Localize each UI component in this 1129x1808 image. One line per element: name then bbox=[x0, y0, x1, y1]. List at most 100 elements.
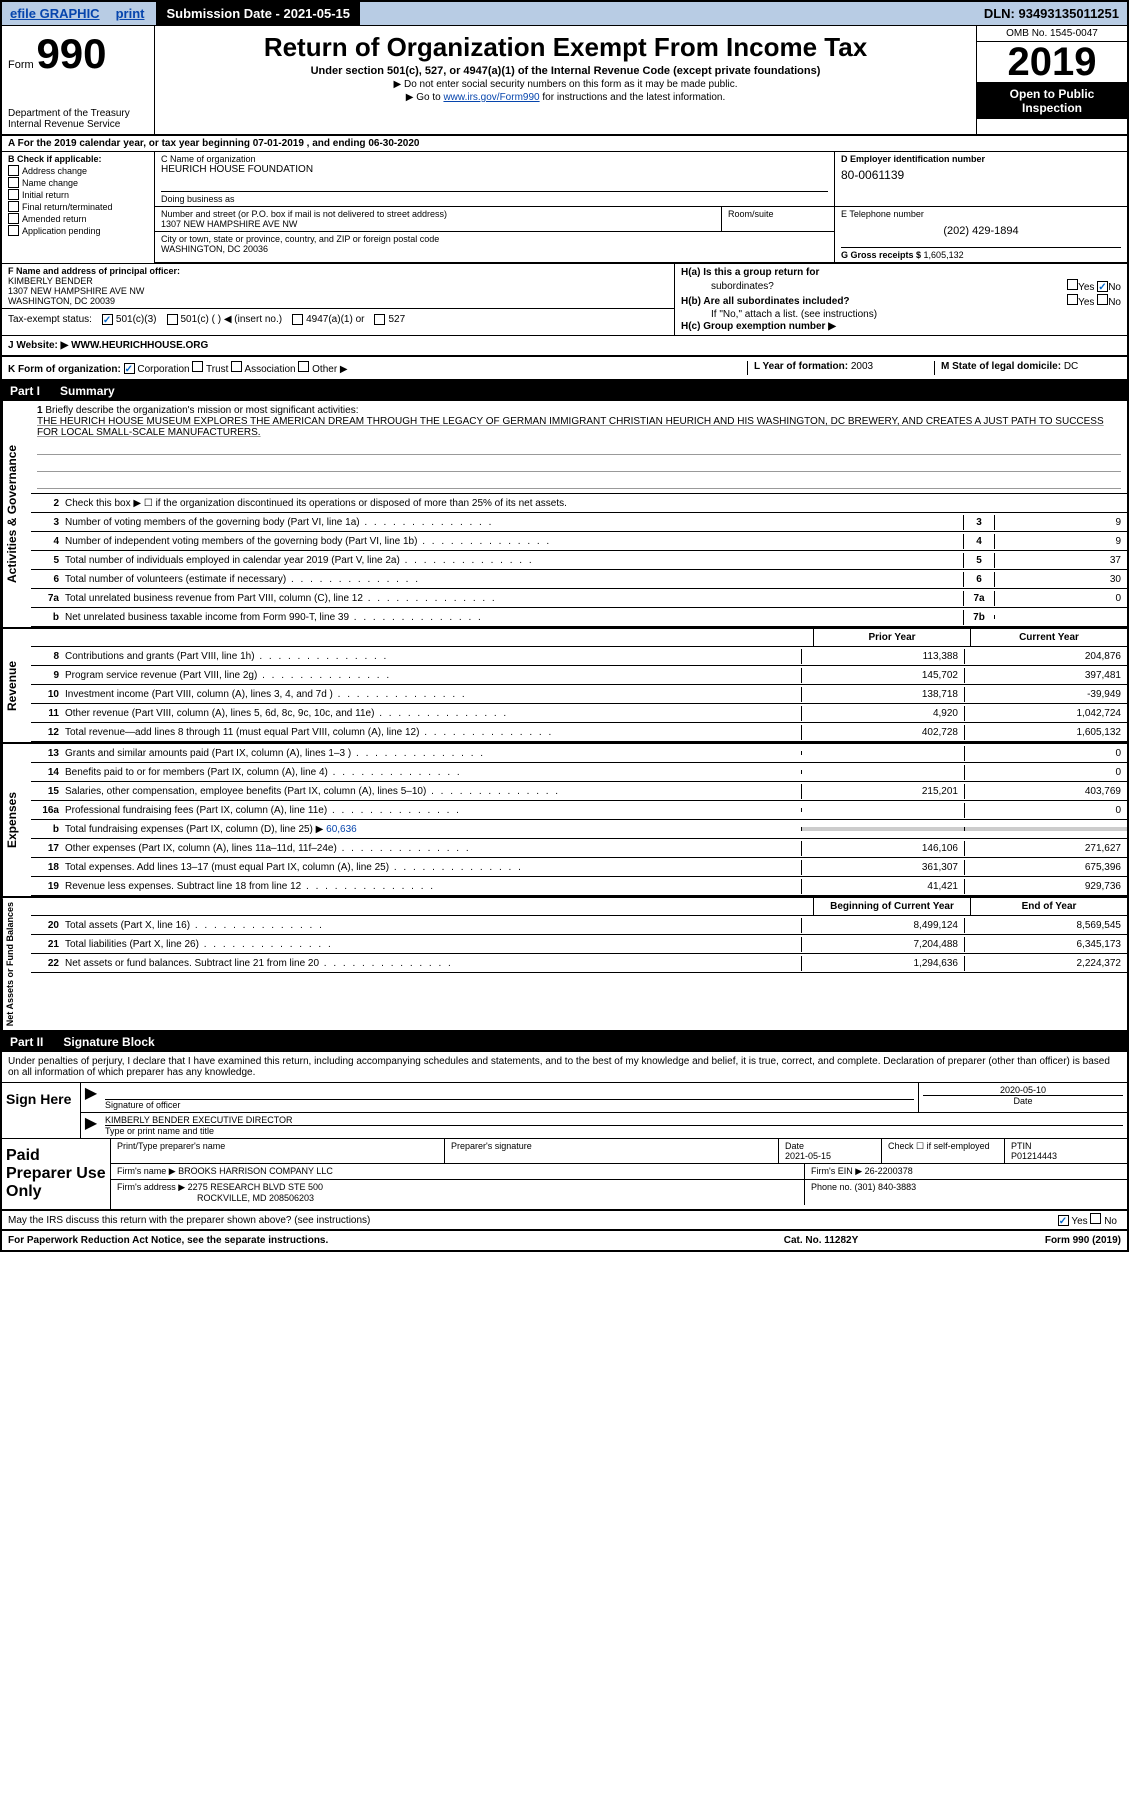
city-label: City or town, state or province, country… bbox=[161, 234, 828, 244]
line-b-label: Total fundraising expenses (Part IX, col… bbox=[65, 822, 801, 837]
dba-label: Doing business as bbox=[161, 191, 828, 204]
checkbox-application-pending[interactable]: Application pending bbox=[8, 225, 148, 236]
receipts-label: G Gross receipts $ bbox=[841, 250, 924, 260]
header-center: Return of Organization Exempt From Incom… bbox=[155, 26, 976, 134]
fin-num: 18 bbox=[31, 862, 65, 873]
prior-year-header: Prior Year bbox=[814, 629, 971, 646]
checkbox-other[interactable] bbox=[298, 361, 309, 372]
line-num: 3 bbox=[31, 517, 65, 528]
note2-post: for instructions and the latest informat… bbox=[542, 92, 725, 103]
checkbox-corporation[interactable] bbox=[124, 363, 135, 374]
hb-note: If "No," attach a list. (see instruction… bbox=[711, 309, 1121, 320]
preparer-label: Paid Preparer Use Only bbox=[2, 1139, 111, 1209]
prep-ptin: PTIN P01214443 bbox=[1005, 1139, 1127, 1163]
fin-row: 17 Other expenses (Part IX, column (A), … bbox=[31, 839, 1127, 858]
street-label: Number and street (or P.O. box if mail i… bbox=[161, 209, 715, 219]
line-b-shaded1 bbox=[801, 827, 964, 831]
checkbox-trust[interactable] bbox=[192, 361, 203, 372]
phone-cell: E Telephone number (202) 429-1894 G Gros… bbox=[835, 207, 1127, 262]
hb-label: H(b) Are all subordinates included? bbox=[681, 296, 850, 307]
line-value bbox=[994, 615, 1127, 619]
checkbox-association[interactable] bbox=[231, 361, 242, 372]
line-label: Number of independent voting members of … bbox=[65, 534, 963, 549]
line-value: 30 bbox=[994, 572, 1127, 587]
officer-city: WASHINGTON, DC 20039 bbox=[8, 296, 668, 306]
firm-ein-cell: Firm's EIN ▶ 26-2200378 bbox=[805, 1164, 1127, 1179]
form-label: Form bbox=[8, 59, 34, 71]
firm-phone-cell: Phone no. (301) 840-3883 bbox=[805, 1180, 1127, 1205]
form-org-l: L Year of formation: 2003 bbox=[747, 361, 934, 375]
discuss-row: May the IRS discuss this return with the… bbox=[2, 1211, 1127, 1231]
sig-name-title-label: Type or print name and title bbox=[105, 1125, 1123, 1136]
checkbox-amended[interactable]: Amended return bbox=[8, 213, 148, 224]
line-row: 7a Total unrelated business revenue from… bbox=[31, 589, 1127, 608]
open-public-label: Open to Public Inspection bbox=[977, 83, 1127, 119]
fin-num: 10 bbox=[31, 689, 65, 700]
checkbox-final-return[interactable]: Final return/terminated bbox=[8, 201, 148, 212]
sig-officer-label: Signature of officer bbox=[105, 1099, 914, 1110]
fin-num: 17 bbox=[31, 843, 65, 854]
header: Form 990 Department of the Treasury Inte… bbox=[2, 26, 1127, 136]
fin-row: 13 Grants and similar amounts paid (Part… bbox=[31, 744, 1127, 763]
line-value: 0 bbox=[994, 591, 1127, 606]
checkbox-discuss-no[interactable] bbox=[1090, 1213, 1101, 1224]
street-cell: Number and street (or P.O. box if mail i… bbox=[155, 207, 722, 231]
checkbox-initial-return[interactable]: Initial return bbox=[8, 189, 148, 200]
checkbox-501c[interactable]: 501(c) ( ) ◀ (insert no.) bbox=[167, 314, 283, 325]
officer-cell: F Name and address of principal officer:… bbox=[2, 264, 675, 335]
fin-label: Net assets or fund balances. Subtract li… bbox=[65, 956, 801, 971]
print-link[interactable]: print bbox=[108, 2, 153, 25]
fin-num: 19 bbox=[31, 881, 65, 892]
line-box: 6 bbox=[963, 572, 994, 587]
firm-addr2: ROCKVILLE, MD 208506203 bbox=[197, 1193, 314, 1203]
fin-curr: 0 bbox=[964, 803, 1127, 818]
line-b-val: 60,636 bbox=[326, 824, 357, 835]
fin-curr: -39,949 bbox=[964, 687, 1127, 702]
part2-title: Signature Block bbox=[63, 1035, 154, 1049]
line-row: 6 Total number of volunteers (estimate i… bbox=[31, 570, 1127, 589]
checkbox-discuss-yes[interactable] bbox=[1058, 1215, 1069, 1226]
header-left: Form 990 Department of the Treasury Inte… bbox=[2, 26, 155, 134]
blank-line1 bbox=[37, 440, 1121, 455]
irs-link[interactable]: www.irs.gov/Form990 bbox=[443, 92, 539, 103]
firm-name-cell: Firm's name ▶ BROOKS HARRISON COMPANY LL… bbox=[111, 1164, 805, 1179]
phone-label: E Telephone number bbox=[841, 209, 1121, 219]
fin-row: 8 Contributions and grants (Part VIII, l… bbox=[31, 647, 1127, 666]
efile-link[interactable]: efile GRAPHIC bbox=[2, 2, 108, 25]
checkbox-name-change[interactable]: Name change bbox=[8, 177, 148, 188]
fin-prior: 41,421 bbox=[801, 879, 964, 894]
part1-number: Part I bbox=[10, 384, 40, 398]
fin-row: 9 Program service revenue (Part VIII, li… bbox=[31, 666, 1127, 685]
form-990-page: efile GRAPHIC print Submission Date - 20… bbox=[0, 0, 1129, 1252]
fin-row: 11 Other revenue (Part VIII, column (A),… bbox=[31, 704, 1127, 723]
sign-here-label: Sign Here bbox=[2, 1083, 81, 1138]
fin-num: 20 bbox=[31, 920, 65, 931]
fin-label: Total expenses. Add lines 13–17 (must eq… bbox=[65, 860, 801, 875]
section-b-row: B Check if applicable: Address change Na… bbox=[2, 152, 1127, 264]
city-cell: City or town, state or province, country… bbox=[155, 232, 834, 256]
topbar: efile GRAPHIC print Submission Date - 20… bbox=[2, 2, 1127, 26]
revenue-vertical-label: Revenue bbox=[2, 629, 31, 742]
line-row: 4 Number of independent voting members o… bbox=[31, 532, 1127, 551]
fin-row: 21 Total liabilities (Part X, line 26) 7… bbox=[31, 935, 1127, 954]
firm-name: BROOKS HARRISON COMPANY LLC bbox=[178, 1166, 333, 1176]
header-subtitle: Under section 501(c), 527, or 4947(a)(1)… bbox=[163, 65, 968, 77]
current-year-header: Current Year bbox=[971, 629, 1127, 646]
fin-prior bbox=[801, 808, 964, 812]
part1-header: Part I Summary bbox=[2, 381, 1127, 401]
fin-num: 14 bbox=[31, 767, 65, 778]
header-title: Return of Organization Exempt From Incom… bbox=[163, 32, 968, 63]
end-year-header: End of Year bbox=[971, 898, 1127, 915]
m-val: DC bbox=[1064, 361, 1078, 372]
fin-prior: 402,728 bbox=[801, 725, 964, 740]
checkbox-501c3[interactable]: 501(c)(3) bbox=[102, 314, 157, 325]
discuss-label: May the IRS discuss this return with the… bbox=[2, 1213, 1048, 1228]
checkbox-527[interactable]: 527 bbox=[374, 314, 405, 325]
ein-value: 80-0061139 bbox=[841, 168, 1121, 182]
prep-check: Check ☐ if self-employed bbox=[882, 1139, 1005, 1163]
ha-label: H(a) Is this a group return for bbox=[681, 267, 819, 278]
checkbox-address-change[interactable]: Address change bbox=[8, 165, 148, 176]
fin-curr: 1,605,132 bbox=[964, 725, 1127, 740]
receipts-row: G Gross receipts $ 1,605,132 bbox=[841, 247, 1121, 260]
checkbox-4947[interactable]: 4947(a)(1) or bbox=[292, 314, 364, 325]
